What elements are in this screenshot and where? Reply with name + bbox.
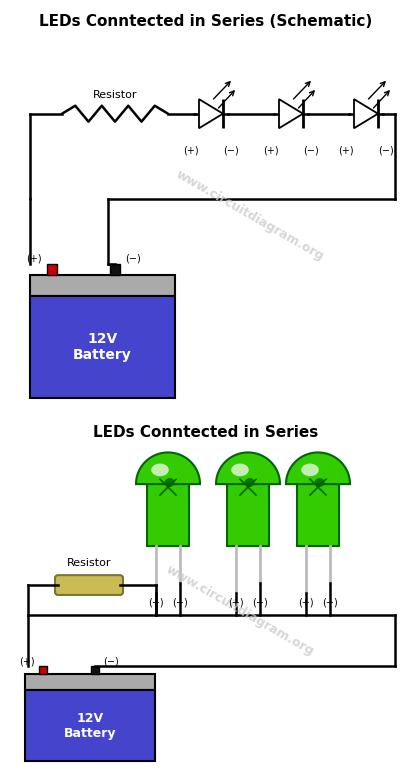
Polygon shape — [354, 99, 378, 129]
Bar — [30, 295, 175, 398]
Text: (−): (−) — [125, 253, 141, 263]
Polygon shape — [216, 453, 280, 484]
Text: LEDs Conntected in Series (Schematic): LEDs Conntected in Series (Schematic) — [40, 14, 372, 29]
Text: (−): (−) — [172, 598, 188, 608]
Text: (−): (−) — [322, 598, 338, 608]
Bar — [25, 674, 155, 690]
Text: Resistor: Resistor — [93, 90, 137, 100]
FancyBboxPatch shape — [55, 575, 123, 595]
Text: (−): (−) — [378, 146, 394, 156]
Ellipse shape — [164, 478, 175, 487]
Bar — [110, 264, 120, 275]
Text: www.circuitdiagram.org: www.circuitdiagram.org — [164, 563, 316, 658]
Text: (+): (+) — [338, 146, 354, 156]
FancyBboxPatch shape — [297, 479, 339, 546]
Text: (−): (−) — [103, 656, 119, 666]
Bar — [39, 666, 47, 674]
Text: 12V
Battery: 12V Battery — [73, 332, 132, 362]
Polygon shape — [286, 453, 350, 484]
Text: (+): (+) — [26, 253, 42, 263]
Bar — [47, 264, 57, 275]
Polygon shape — [279, 99, 303, 129]
Ellipse shape — [314, 478, 325, 487]
Bar — [91, 666, 99, 674]
Text: (+): (+) — [298, 598, 314, 608]
Text: (+): (+) — [183, 146, 199, 156]
Bar — [25, 690, 155, 761]
Text: www.circuitdiagram.org: www.circuitdiagram.org — [174, 168, 326, 264]
Ellipse shape — [231, 464, 249, 476]
Polygon shape — [199, 99, 223, 129]
Ellipse shape — [244, 478, 255, 487]
Text: (+): (+) — [263, 146, 279, 156]
Text: (+): (+) — [148, 598, 164, 608]
Text: LEDs Conntected in Series: LEDs Conntected in Series — [94, 425, 318, 439]
Text: (−): (−) — [303, 146, 319, 156]
Bar — [30, 275, 175, 295]
Ellipse shape — [301, 464, 319, 476]
Polygon shape — [136, 453, 200, 484]
FancyBboxPatch shape — [227, 479, 269, 546]
FancyBboxPatch shape — [147, 479, 189, 546]
Text: (+): (+) — [228, 598, 244, 608]
Text: 12V
Battery: 12V Battery — [64, 711, 116, 739]
Text: (+): (+) — [19, 656, 35, 666]
Text: Resistor: Resistor — [67, 559, 111, 568]
Ellipse shape — [151, 464, 169, 476]
Text: (−): (−) — [223, 146, 239, 156]
Text: (−): (−) — [252, 598, 268, 608]
